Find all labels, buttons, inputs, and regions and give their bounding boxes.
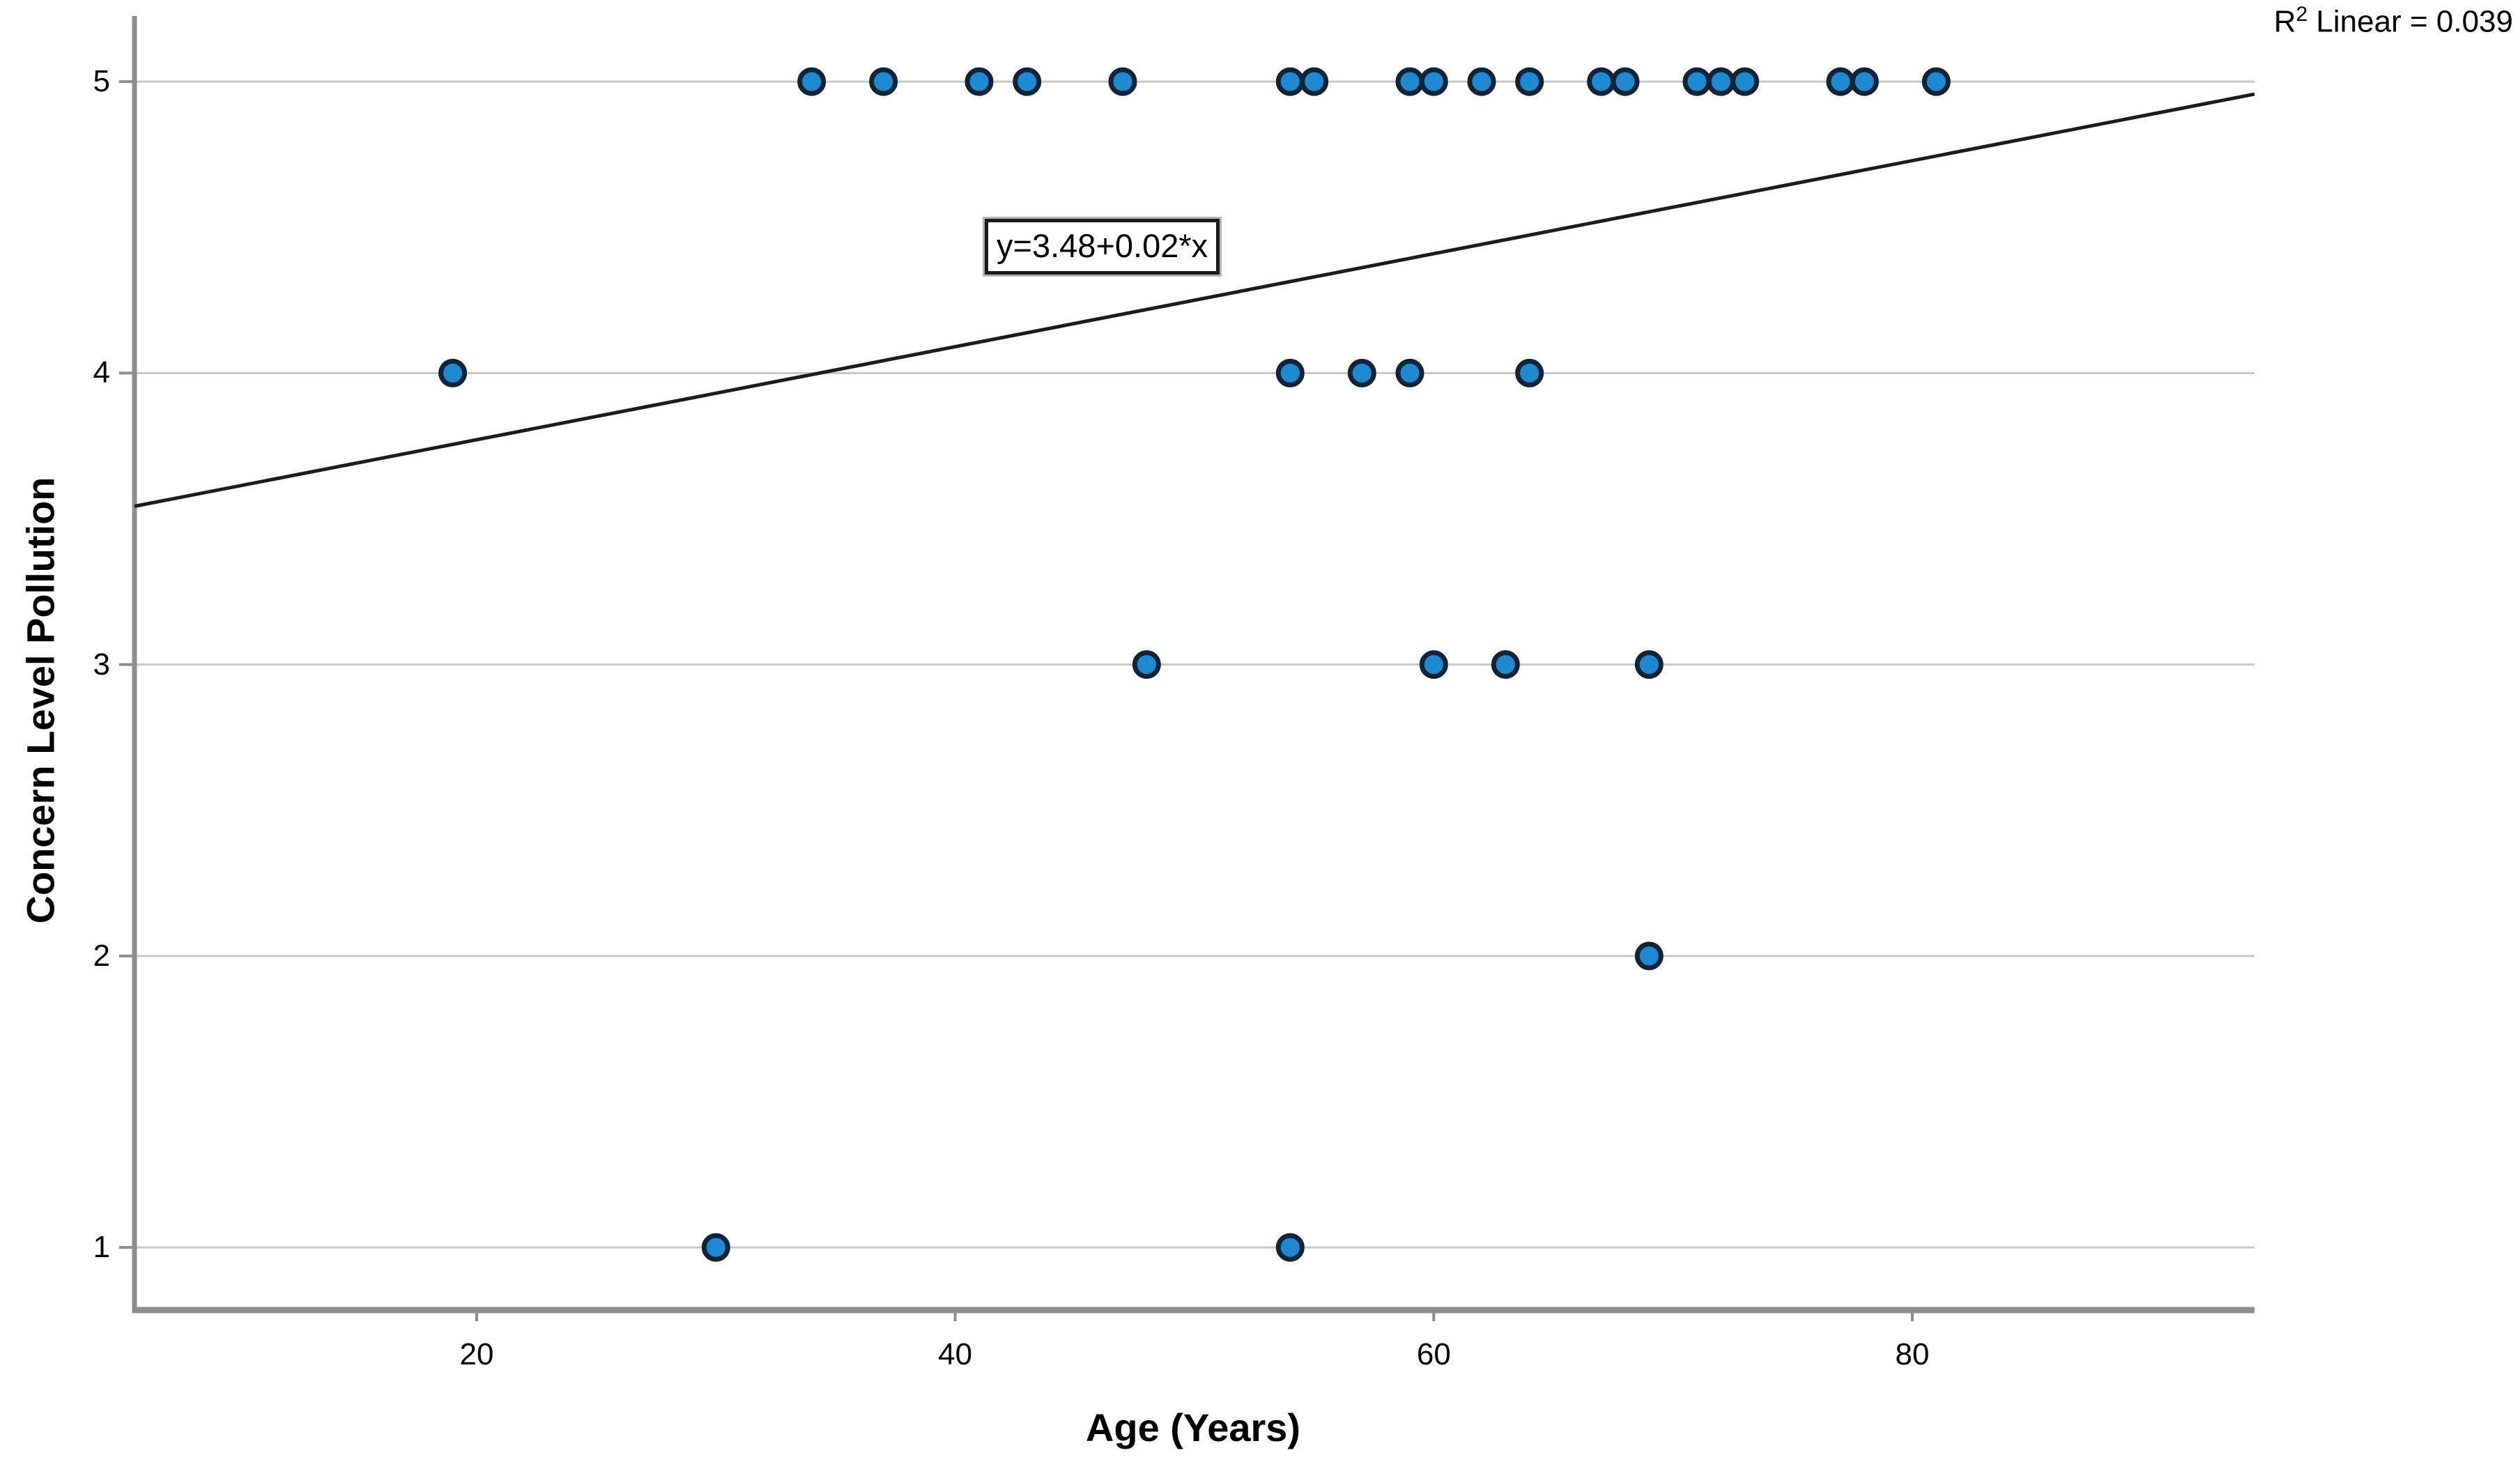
x-tick-label: 40	[938, 1337, 973, 1371]
r-squared-annotation: R2 Linear = 0.039	[2274, 3, 2513, 40]
y-tick-label: 5	[93, 64, 110, 99]
data-point	[701, 1233, 730, 1262]
data-point	[1730, 67, 1760, 96]
y-tick-label: 2	[93, 938, 110, 973]
data-point	[1275, 67, 1305, 96]
data-point	[1300, 67, 1329, 96]
data-point	[1467, 67, 1496, 96]
fit-line	[134, 92, 2255, 508]
data-point	[797, 67, 827, 96]
data-point	[869, 67, 898, 96]
data-point	[1706, 67, 1735, 96]
x-tick-label: 20	[459, 1337, 494, 1371]
data-point	[1132, 650, 1161, 679]
data-point	[1682, 67, 1712, 96]
data-point	[1587, 67, 1616, 96]
data-point	[1491, 650, 1520, 679]
data-point	[1419, 67, 1448, 96]
data-point	[1515, 67, 1544, 96]
r-squared-value: Linear = 0.039	[2307, 4, 2513, 39]
data-point	[1275, 1233, 1305, 1262]
data-point	[1108, 67, 1137, 96]
regression-equation-label: y=3.48+0.02*x	[982, 217, 1222, 277]
x-tick-label: 80	[1895, 1337, 1930, 1371]
data-point	[1634, 941, 1664, 971]
data-point	[1921, 67, 1951, 96]
data-point	[1826, 67, 1855, 96]
data-point	[1611, 67, 1640, 96]
data-point	[438, 358, 468, 387]
data-point	[965, 67, 994, 96]
data-point	[1634, 650, 1664, 679]
data-point	[1419, 650, 1448, 679]
y-tick-label: 1	[93, 1230, 110, 1265]
data-point	[1515, 358, 1544, 387]
r-squared-superscript: 2	[2296, 3, 2308, 26]
y-axis-title: Concern Level Pollution	[18, 477, 63, 924]
data-point	[1395, 358, 1424, 387]
y-tick-label: 4	[93, 355, 110, 390]
x-axis-title: Age (Years)	[1085, 1406, 1301, 1449]
y-tick-label: 3	[93, 647, 110, 682]
x-tick-label: 60	[1416, 1337, 1451, 1371]
data-point	[1013, 67, 1042, 96]
r-squared-base: R	[2273, 4, 2296, 39]
data-point	[1347, 358, 1376, 387]
data-point	[1275, 358, 1305, 387]
data-point	[1395, 67, 1424, 96]
data-point	[1850, 67, 1879, 96]
